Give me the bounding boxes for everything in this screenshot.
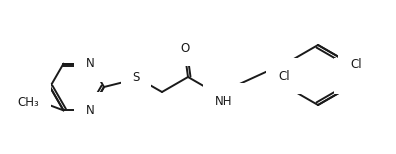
Text: O: O (180, 41, 190, 55)
Text: CH₃: CH₃ (18, 96, 40, 109)
Text: S: S (132, 71, 140, 83)
Text: N: N (86, 57, 95, 70)
Text: Cl: Cl (278, 69, 290, 83)
Text: Cl: Cl (346, 69, 358, 83)
Text: NH: NH (215, 95, 232, 108)
Text: N: N (86, 104, 95, 117)
Text: Cl: Cl (350, 57, 362, 71)
